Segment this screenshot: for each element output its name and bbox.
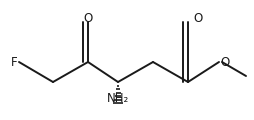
Text: F: F <box>11 55 18 69</box>
Text: NH₂: NH₂ <box>107 92 129 105</box>
Text: O: O <box>220 55 229 69</box>
Text: O: O <box>193 12 203 25</box>
Text: O: O <box>83 12 93 25</box>
